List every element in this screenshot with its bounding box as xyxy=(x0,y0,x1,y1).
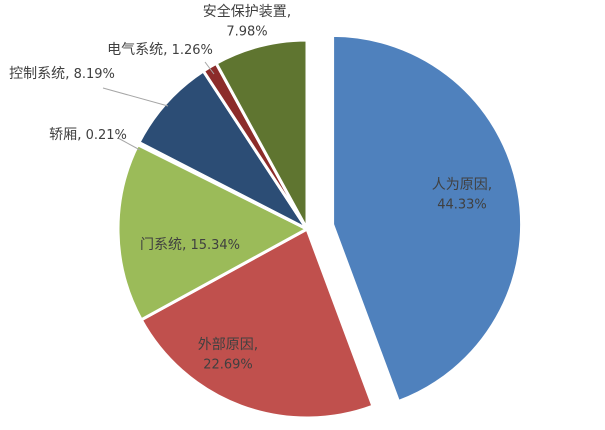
data-label-category: 控制系统, xyxy=(9,66,69,82)
data-label: 电气系统, 1.26% xyxy=(107,42,213,58)
pie-slice xyxy=(331,33,524,404)
data-label-value: 22.69% xyxy=(203,358,253,373)
leader-line xyxy=(204,61,215,75)
data-label: 控制系统, 8.19% xyxy=(9,66,115,82)
data-label-value: 8.19% xyxy=(74,67,115,82)
leader-line xyxy=(102,87,169,107)
data-label-category: 安全保护装置, xyxy=(203,3,291,20)
data-label-value: 7.98% xyxy=(226,25,267,40)
data-label-value: 0.21% xyxy=(86,128,127,143)
data-label-category: 门系统, xyxy=(140,237,186,253)
data-label: 轿厢, 0.21% xyxy=(49,127,127,143)
data-label-category: 人为原因, xyxy=(432,177,492,193)
pie-slice xyxy=(214,38,309,230)
pie-slice xyxy=(139,226,375,420)
data-label-category: 外部原因, xyxy=(198,337,258,353)
data-label-value: 44.33% xyxy=(437,198,487,213)
leader-line xyxy=(117,137,141,151)
pie-slice xyxy=(136,68,312,233)
data-label-value: 15.34% xyxy=(190,238,240,253)
data-label-category: 电气系统, xyxy=(107,42,167,58)
data-label-category: 轿厢, xyxy=(49,127,81,143)
data-label-value: 1.26% xyxy=(172,43,213,58)
pie-slice xyxy=(116,142,311,322)
data-label: 门系统, 15.34% xyxy=(140,237,240,253)
